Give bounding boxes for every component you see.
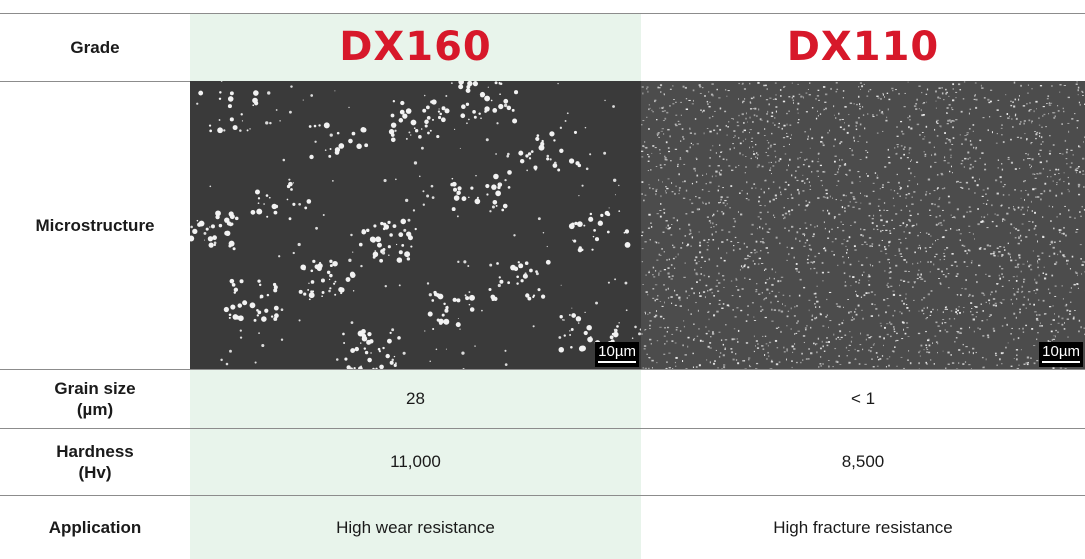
scale-bar-dx160: 10µm (595, 342, 639, 367)
scale-bar-dx110: 10µm (1039, 342, 1083, 367)
grade-logo-dx160: DX160 (339, 24, 492, 70)
micrograph-dx110: 10µm (641, 81, 1085, 369)
micrograph-dx160: 10µm (190, 81, 641, 369)
grade-logo-dx110: DX110 (786, 24, 940, 70)
row-label-grain-size: Grain size (µm) (54, 378, 136, 419)
hardness-dx110: 8,500 (841, 452, 885, 471)
grain-size-dx160: 28 (406, 389, 425, 408)
application-dx160: High wear resistance (336, 517, 495, 537)
top-rule (0, 13, 1085, 14)
hardness-dx160: 11,000 (390, 452, 441, 471)
row-label-application: Application (48, 517, 142, 537)
application-dx110: High fracture resistance (773, 517, 953, 537)
row-divider (0, 428, 1085, 429)
grain-size-dx110: < 1 (850, 389, 876, 408)
row-label-microstructure: Microstructure (35, 215, 155, 235)
row-divider (0, 369, 1085, 370)
row-label-grade: Grade (70, 37, 120, 57)
row-divider (0, 495, 1085, 496)
row-label-hardness: Hardness (Hv) (56, 441, 134, 482)
